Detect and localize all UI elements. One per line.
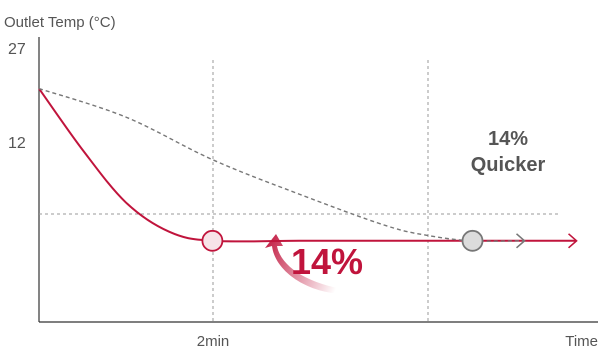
x-tick-label: 2min xyxy=(197,333,230,350)
y-axis-label: Outlet Temp (°C) xyxy=(4,14,116,31)
series-line-2 xyxy=(38,87,525,242)
data-point-marker-2 xyxy=(461,229,484,252)
x-axis-label: Time xyxy=(565,333,598,350)
quicker-text-label: Quicker xyxy=(471,154,546,176)
series-arrowhead-1 xyxy=(568,233,578,249)
y-tick-label: 27 xyxy=(8,41,26,58)
curved-arrow-icon xyxy=(265,234,352,295)
quicker-percent-label: 14% xyxy=(488,128,528,150)
improvement-label: 14% xyxy=(291,241,363,282)
series-arrowhead-2 xyxy=(515,233,526,249)
y-tick-label: 12 xyxy=(8,135,26,152)
data-point-marker-1 xyxy=(201,229,224,252)
